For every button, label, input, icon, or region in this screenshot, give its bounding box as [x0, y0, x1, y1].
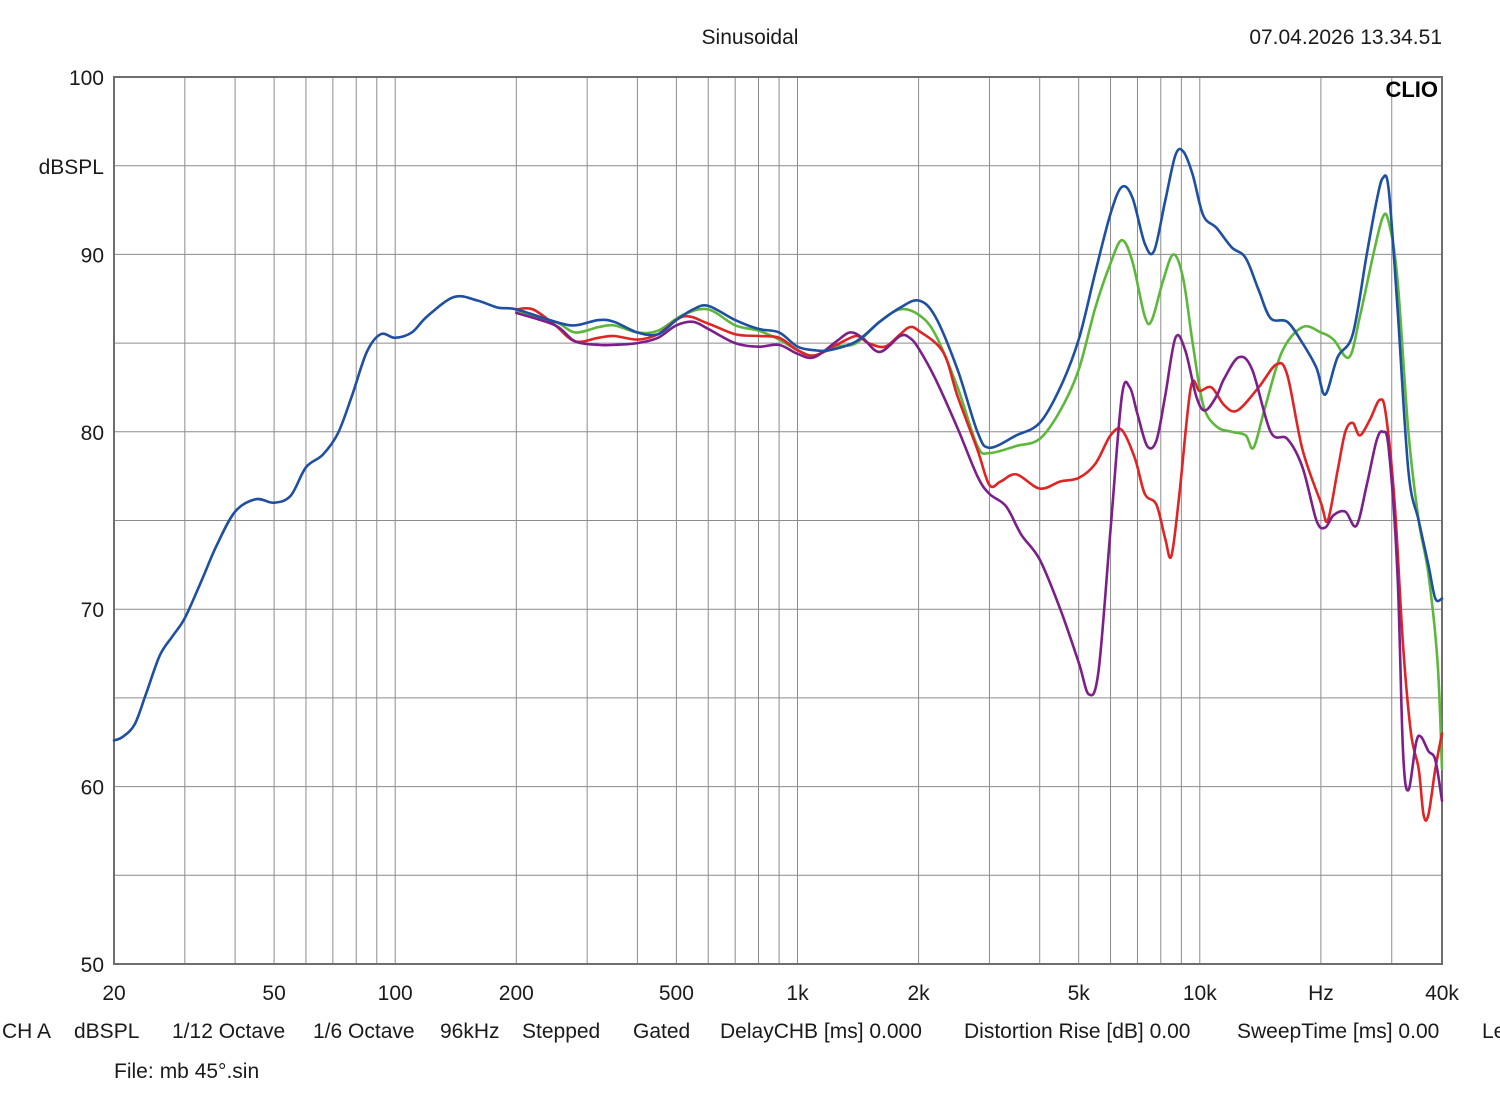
series-line-4 [112, 147, 1444, 742]
series-line-2 [515, 306, 1444, 823]
x-tick-label: 5k [1068, 982, 1091, 1005]
y-axis-label: dBSPL [39, 156, 104, 179]
x-tick-label: 2k [908, 982, 931, 1005]
file-info: File: mb 45°.sin [114, 1060, 265, 1084]
info-distortion-rise: Distortion Rise [dB] 0.00 [964, 1020, 1191, 1043]
info-sweep-mode: Stepped [522, 1020, 601, 1043]
info-smoothing: 1/6 Octave [313, 1020, 415, 1043]
plot-frame [113, 76, 1443, 965]
info-channel: CH A [2, 1020, 52, 1043]
x-tick-label: 500 [659, 982, 694, 1005]
x-tick-label: 40k [1425, 982, 1459, 1005]
x-tick-label: 1k [786, 982, 809, 1005]
y-tick-label: 100 [69, 67, 104, 90]
chart-title: Sinusoidal [701, 26, 799, 49]
series-line-1 [515, 212, 1444, 771]
y-tick-label: 80 [81, 422, 104, 445]
measurement-info-bar: CH A dBSPL 1/12 Octave 1/6 Octave 96kHz … [0, 1020, 1500, 1048]
x-tick-label: 10k [1183, 982, 1217, 1005]
y-axis-ticks: 100 90 80 70 60 50 [69, 67, 104, 977]
info-unit: dBSPL [74, 1020, 140, 1043]
file-label: File: [114, 1060, 154, 1083]
info-sample-rate: 96kHz [440, 1020, 500, 1043]
info-sweep-time: SweepTime [ms] 0.00 [1237, 1020, 1440, 1043]
series-layer [112, 147, 1444, 823]
info-resolution: 1/12 Octave [172, 1020, 286, 1043]
y-tick-label: 60 [81, 777, 104, 800]
x-axis-ticks: 20 50 100 200 500 1k 2k 5k 10k Hz 40k [102, 982, 1459, 1005]
x-tick-label: 100 [378, 982, 413, 1005]
info-truncated: Le [1482, 1020, 1500, 1043]
x-tick-label: 50 [262, 982, 285, 1005]
x-tick-label: 200 [499, 982, 534, 1005]
y-tick-label: 70 [81, 599, 104, 622]
x-tick-label: 20 [102, 982, 125, 1005]
series-line-3 [515, 311, 1444, 803]
y-tick-label: 90 [81, 244, 104, 267]
file-name: mb 45°.sin [159, 1060, 260, 1083]
chart-grid [114, 77, 1442, 964]
timestamp: 07.04.2026 13.34.51 [1249, 26, 1442, 49]
plot-border [113, 76, 1443, 965]
y-tick-label: 50 [81, 954, 104, 977]
info-window: Gated [633, 1020, 691, 1043]
clio-logo: CLIO [1385, 77, 1438, 102]
info-delay: DelayCHB [ms] 0.000 [720, 1020, 922, 1043]
x-tick-label: Hz [1308, 982, 1334, 1005]
